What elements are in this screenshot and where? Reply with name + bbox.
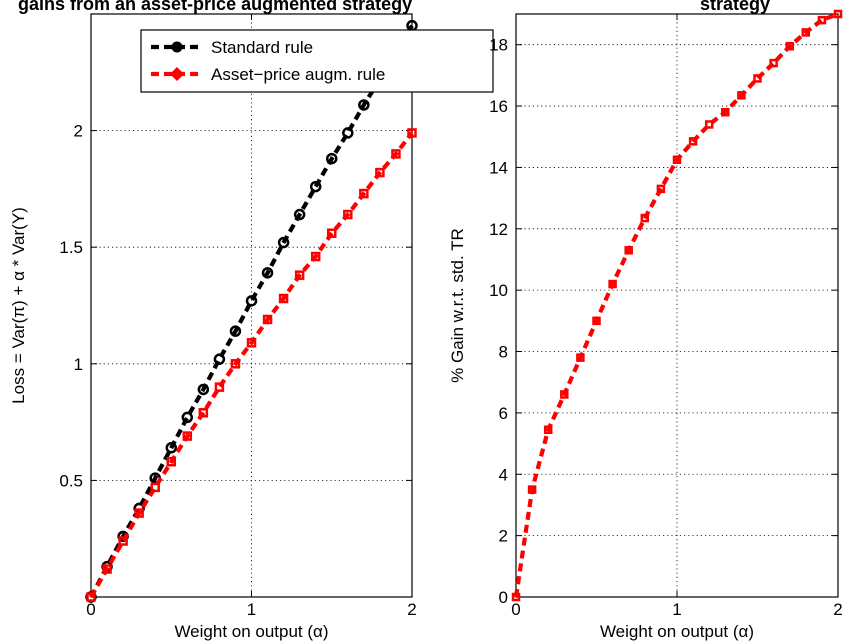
data-point (608, 279, 617, 289)
data-point (640, 213, 650, 223)
series-line (513, 12, 839, 598)
x-tick-label: 0 (86, 600, 95, 619)
data-point (359, 188, 369, 199)
plot-area (516, 14, 838, 597)
data-point (198, 408, 209, 418)
data-point (277, 236, 290, 249)
y-axis-label: % Gain w.r.t. std. TR (448, 228, 467, 383)
data-point (150, 482, 160, 493)
data-point (262, 314, 273, 325)
data-point (817, 15, 827, 25)
data-point (343, 209, 353, 220)
y-tick-label: 12 (489, 220, 508, 239)
y-tick-label: 10 (489, 281, 508, 300)
data-point (229, 325, 242, 337)
data-point (375, 167, 385, 178)
data-point (118, 536, 128, 546)
data-point (309, 180, 322, 193)
chart-title: strategy (700, 0, 770, 14)
data-point (672, 155, 682, 164)
data-point (293, 208, 306, 221)
data-point (753, 74, 762, 83)
data-point (102, 564, 112, 574)
legend-marker (170, 67, 184, 81)
data-point (182, 431, 193, 441)
data-point (326, 152, 338, 165)
chart-title: gains from an asset-price augmented stra… (18, 0, 412, 14)
legend-box (140, 29, 494, 93)
data-point (327, 228, 337, 238)
data-point (166, 456, 176, 467)
data-point (527, 485, 537, 494)
data-point (197, 383, 210, 396)
data-point (737, 91, 746, 100)
data-point (543, 425, 553, 435)
y-tick-label: 0 (499, 588, 508, 607)
data-point (134, 508, 144, 518)
y-axis-label: Loss = Var(π) + α * Var(Y) (9, 207, 28, 404)
y-tick-label: 2 (499, 527, 508, 546)
y-tick-label: 18 (489, 36, 508, 55)
x-tick-label: 0 (511, 600, 520, 619)
y-tick-label: 14 (489, 158, 508, 177)
y-tick-label: 1 (74, 355, 83, 374)
y-tick-label: 16 (489, 97, 508, 116)
y-tick-label: 1.5 (59, 238, 83, 257)
y-tick-label: 4 (499, 465, 508, 484)
data-point (576, 353, 585, 362)
data-point (721, 107, 730, 117)
y-tick-label: 8 (499, 343, 508, 362)
legend-marker (171, 41, 183, 53)
x-tick-label: 2 (407, 600, 416, 619)
data-point (294, 270, 305, 280)
x-tick-label: 2 (833, 600, 842, 619)
data-point (342, 127, 354, 139)
data-point (86, 592, 96, 602)
legend: Standard rule Asset−price augm. rule (140, 29, 494, 93)
series-line (89, 131, 414, 599)
data-point (785, 41, 794, 51)
series-line (89, 24, 414, 598)
data-point (592, 316, 601, 326)
data-point (511, 592, 521, 602)
data-point (261, 267, 274, 279)
x-tick-label: 1 (247, 600, 256, 619)
y-tick-label: 6 (499, 404, 508, 423)
data-point (801, 28, 811, 37)
data-point (560, 390, 569, 399)
left-chart-panel: gains from an asset-price augmented stra… (9, 0, 494, 641)
data-point (245, 295, 258, 307)
data-point (246, 338, 257, 348)
data-point (704, 120, 714, 129)
data-point (769, 58, 778, 68)
data-point (181, 411, 194, 424)
data-point (391, 149, 401, 159)
data-point (407, 128, 417, 138)
legend-label: Standard rule (211, 38, 313, 57)
x-axis-label: Weight on output (α) (174, 622, 328, 641)
data-point (656, 184, 666, 194)
data-point (358, 99, 370, 111)
x-tick-label: 1 (672, 600, 681, 619)
data-point (230, 359, 241, 369)
legend-label: Asset−price augm. rule (211, 65, 385, 84)
y-tick-label: 2 (74, 122, 83, 141)
data-point (278, 293, 289, 304)
data-point (165, 442, 177, 454)
x-axis-label: Weight on output (α) (600, 622, 754, 641)
data-point (688, 137, 698, 146)
y-tick-label: 0.5 (59, 471, 83, 490)
data-point (214, 382, 225, 392)
data-point (310, 251, 321, 262)
data-point (213, 353, 226, 365)
data-point (833, 9, 843, 19)
data-point (624, 246, 633, 255)
